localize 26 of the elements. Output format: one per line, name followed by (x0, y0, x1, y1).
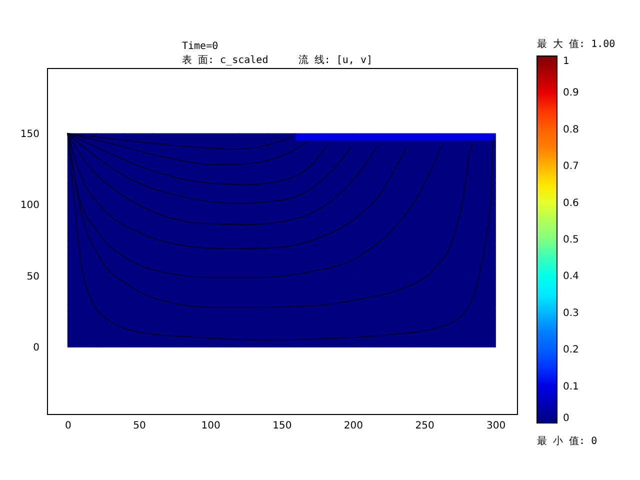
x-tick-label: 250 (415, 420, 434, 432)
chart-subtitle: 表 面: c_scaled 流 线: [u, v] (182, 54, 373, 66)
color-bar-label: 0.5 (563, 234, 579, 246)
color-bar-label: 1 (563, 56, 570, 67)
color-bar-label: 0.9 (563, 88, 579, 99)
color-bar-label: 0.6 (563, 198, 579, 209)
color-bar-label: 0.2 (563, 344, 579, 356)
x-tick-label: 150 (272, 420, 292, 432)
y-tick-label: 50 (26, 271, 40, 282)
chart-title: Time=0 (182, 41, 218, 52)
x-tick-label: 100 (201, 420, 220, 432)
x-tick-label: 200 (344, 420, 364, 432)
color-bar-label: 0 (563, 413, 570, 424)
y-tick-label: 100 (20, 200, 40, 212)
color-bar-label: 0.7 (563, 161, 579, 172)
x-tick-label: 50 (133, 420, 146, 432)
x-tick-label: 300 (486, 420, 506, 432)
color-bar-label: 0.3 (563, 308, 579, 319)
color-bar-label: 0.4 (563, 271, 579, 282)
color-bar-title: 最 大 值: 1.00 (537, 38, 616, 50)
y-tick-label: 150 (20, 129, 40, 140)
color-bar-label: 0.8 (563, 124, 579, 136)
text: 最 小 值: 0 (537, 435, 598, 447)
x-tick-label: 0 (64, 420, 72, 432)
color-bar-label: 0.1 (563, 381, 579, 392)
y-tick-label: 0 (33, 342, 40, 354)
